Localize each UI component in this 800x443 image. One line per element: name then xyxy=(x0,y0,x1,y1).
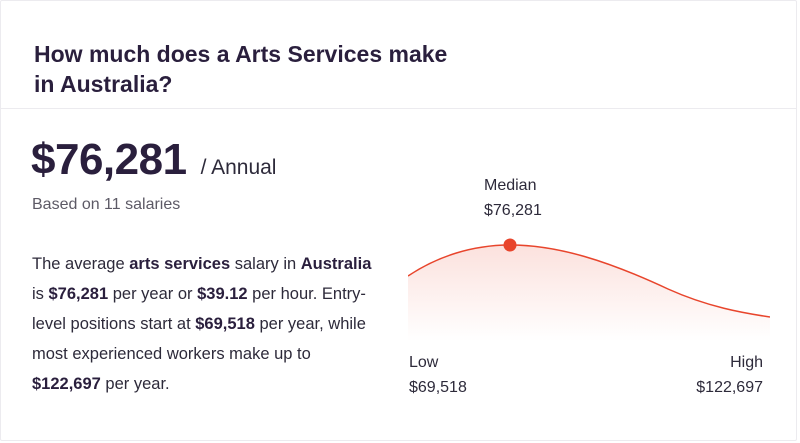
median-marker xyxy=(503,238,517,252)
salary-distribution-curve xyxy=(408,238,770,341)
experienced-salary-bold: $122,697 xyxy=(32,375,101,393)
salary-period: / Annual xyxy=(200,156,277,179)
curve-fill xyxy=(408,245,770,341)
salary-amount: $76,281 xyxy=(31,135,187,184)
yearly-salary-bold: $76,281 xyxy=(48,285,109,303)
curve-line xyxy=(408,244,770,318)
entry-salary-bold: $69,518 xyxy=(195,315,255,333)
low-label: Low xyxy=(409,354,439,371)
median-label: Median xyxy=(484,177,537,194)
based-on-count: Based on 11 salaries xyxy=(32,196,181,213)
high-label: High xyxy=(730,354,763,371)
low-value: $69,518 xyxy=(409,379,467,396)
salary-description: The average arts services salary in Aust… xyxy=(32,255,372,393)
location-bold: Australia xyxy=(300,255,372,273)
median-value: $76,281 xyxy=(484,202,542,219)
salary-summary: $76,281 / Annual xyxy=(31,135,276,187)
high-value: $122,697 xyxy=(696,379,763,396)
page-title: How much does a Arts Services make in Au… xyxy=(34,41,448,97)
hourly-salary-bold: $39.12 xyxy=(197,285,248,303)
card-header: How much does a Arts Services make in Au… xyxy=(1,1,796,109)
job-title-bold: arts services xyxy=(129,255,231,273)
